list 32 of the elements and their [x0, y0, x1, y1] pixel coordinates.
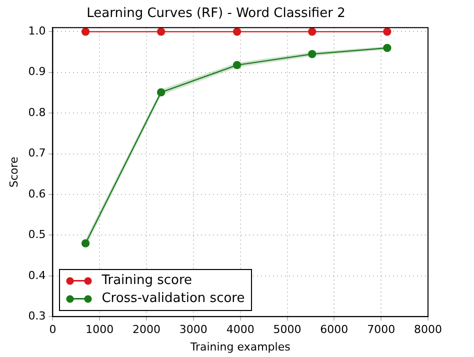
- y-tick-label: 0.3: [28, 309, 46, 322]
- x-tick-label: 1000: [86, 323, 114, 336]
- x-tick-label: 6000: [320, 323, 348, 336]
- point: [308, 50, 316, 58]
- point: [232, 28, 242, 36]
- x-axis-title: Training examples: [189, 340, 291, 354]
- y-tick-label: 1.0: [28, 24, 46, 38]
- point: [383, 28, 392, 36]
- y-axis-title: Score: [7, 156, 20, 188]
- legend-label: Training score: [102, 272, 192, 290]
- point: [81, 239, 90, 248]
- y-tick-label: 0.7: [28, 146, 46, 160]
- y-tick-label: 0.8: [28, 106, 46, 119]
- x-tick-label: 0: [49, 323, 56, 336]
- point: [308, 28, 316, 36]
- x-tick-label: 8000: [414, 323, 442, 336]
- y-tick-label: 0.4: [28, 268, 46, 282]
- point: [156, 28, 166, 36]
- point: [81, 28, 90, 36]
- x-tick-label: 4000: [226, 323, 254, 336]
- y-tick-label: 0.5: [28, 228, 46, 242]
- x-tick-label: 3000: [179, 323, 208, 336]
- legend-label: Cross-validation score: [102, 290, 245, 308]
- point: [383, 44, 392, 52]
- y-tick-label: 0.9: [28, 65, 46, 78]
- x-tick-label: 7000: [367, 323, 396, 336]
- point: [232, 60, 242, 70]
- point: [156, 88, 166, 96]
- chart-title: Learning Curves (RF) - Word Classifier 2: [86, 6, 346, 22]
- x-tick-label: 5000: [273, 323, 302, 336]
- x-tick-label: 2000: [132, 323, 161, 336]
- y-tick-label: 0.6: [28, 187, 46, 200]
